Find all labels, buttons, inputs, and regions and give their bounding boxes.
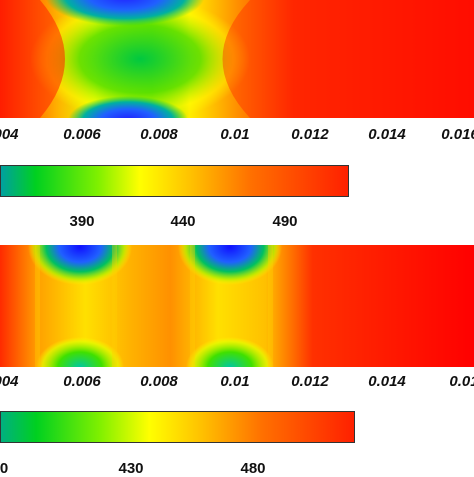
x-tick-label: 0.006 xyxy=(63,126,101,143)
x-tick-label: 004 xyxy=(0,126,19,143)
colorbar-tick-label: 430 xyxy=(118,460,144,477)
x-tick-label: 0.01 xyxy=(220,373,250,390)
heatmap-1-field xyxy=(0,0,474,118)
x-tick-label: 0.014 xyxy=(368,126,406,143)
colorbar-tick-label: 490 xyxy=(272,213,298,230)
colorbar-tick-label: 480 xyxy=(240,460,266,477)
x-tick-label: 0.016 xyxy=(441,126,474,143)
x-tick-label: 0.01 xyxy=(449,373,474,390)
colorbar-tick-label: 390 xyxy=(69,213,95,230)
colorbar-tick-label: 0 xyxy=(0,460,9,477)
x-tick-label: 0.01 xyxy=(220,126,250,143)
colorbar-1 xyxy=(0,165,349,197)
heatmap-2-svg xyxy=(0,245,474,367)
x-tick-label: 0.006 xyxy=(63,373,101,390)
colorbar-2 xyxy=(0,411,355,443)
colorbar-tick-label: 440 xyxy=(170,213,196,230)
x-tick-label: 0.012 xyxy=(291,126,329,143)
x-tick-label: 0.012 xyxy=(291,373,329,390)
heatmap-1-svg xyxy=(0,0,474,118)
heatmap-2-field xyxy=(0,245,474,367)
x-tick-label: 0.008 xyxy=(140,373,178,390)
x-tick-label: 0.008 xyxy=(140,126,178,143)
x-tick-label: 0.014 xyxy=(368,373,406,390)
x-tick-label: 004 xyxy=(0,373,19,390)
